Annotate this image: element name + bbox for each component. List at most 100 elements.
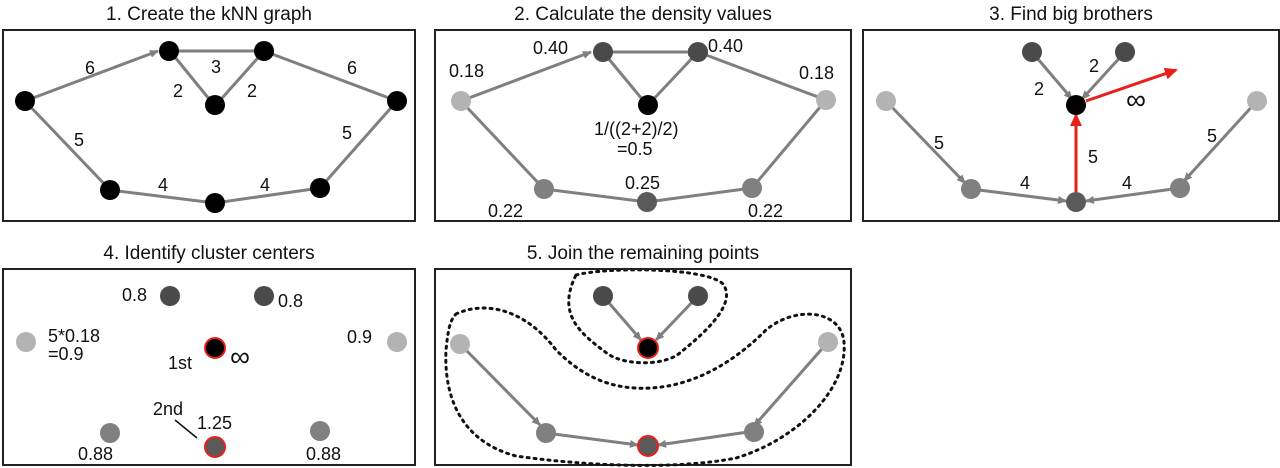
node — [254, 286, 274, 306]
panel-cluster-centers: 0.8 0.8 5*0.18 =0.9 0.9 1st ∞ 2nd 1.25 0… — [2, 268, 416, 466]
edge — [750, 91, 835, 189]
node — [688, 286, 708, 306]
node — [637, 192, 657, 212]
edge — [214, 182, 329, 206]
edge — [318, 92, 406, 189]
score-label: 0.8 — [278, 291, 303, 311]
node — [1247, 91, 1267, 111]
edge-label: 5 — [934, 133, 944, 153]
node — [876, 91, 896, 111]
edge — [884, 99, 967, 185]
edge — [16, 92, 112, 192]
edge-label: 5 — [1088, 147, 1098, 167]
node — [593, 42, 613, 62]
edge-label: 3 — [211, 57, 221, 77]
node — [451, 91, 471, 111]
cluster-centers-diagram: 0.8 0.8 5*0.18 =0.9 0.9 1st ∞ 2nd 1.25 0… — [16, 285, 407, 464]
node — [536, 423, 556, 443]
edge — [594, 43, 649, 106]
density-label: =0.5 — [617, 139, 653, 159]
node — [1022, 42, 1042, 62]
node — [387, 332, 407, 352]
edge-label: 5 — [1207, 126, 1217, 146]
density-label: 0.40 — [533, 38, 568, 58]
nodes — [450, 286, 838, 457]
panel-join-points — [434, 268, 852, 467]
node — [254, 41, 274, 61]
edge — [213, 42, 273, 107]
edges — [16, 42, 406, 206]
score-label: 1.25 — [197, 413, 232, 433]
node — [100, 423, 120, 443]
edge — [1030, 51, 1074, 100]
node — [205, 193, 225, 213]
edge-label: 2 — [247, 81, 257, 101]
node — [818, 332, 838, 352]
edge — [646, 43, 707, 107]
edge-labels: 6 3 2 2 6 5 5 4 4 — [74, 57, 357, 195]
edge-label: 2 — [1089, 56, 1099, 76]
cluster-center-2 — [204, 436, 226, 458]
score-label: =0.9 — [48, 344, 84, 364]
node — [15, 91, 35, 111]
edge-label: 6 — [347, 58, 357, 78]
node — [688, 42, 708, 62]
node — [742, 178, 762, 198]
panel-4-title: 4. Identify cluster centers — [103, 243, 315, 264]
edge-label: 4 — [260, 175, 270, 195]
edges — [884, 50, 1259, 204]
score-label: 0.8 — [122, 285, 147, 305]
edge-labels: 2 2 ∞ 5 5 5 4 4 — [934, 56, 1217, 193]
panel-2-title: 2. Calculate the density values — [514, 4, 772, 25]
node — [1066, 95, 1086, 115]
edge — [1182, 99, 1259, 183]
node — [387, 91, 407, 111]
cluster-center-1 — [204, 337, 226, 359]
density-label: 0.25 — [625, 173, 660, 193]
knn-graph-diagram: 6 3 2 2 6 5 5 4 4 — [15, 41, 407, 213]
density-label: 0.18 — [449, 61, 484, 81]
edge — [657, 430, 749, 448]
panel-5-title: 5. Join the remaining points — [526, 243, 760, 264]
infinity-label: ∞ — [230, 341, 250, 372]
edge-label: 2 — [173, 81, 183, 101]
node — [450, 334, 470, 354]
density-diagram: 0.40 0.40 0.18 0.18 1/((2+2)/2) =0.5 0.2… — [449, 36, 836, 221]
node — [816, 90, 836, 110]
node — [593, 286, 613, 306]
cluster-center-1 — [637, 337, 659, 359]
rank-label: 2nd — [153, 399, 183, 419]
density-label: 1/((2+2)/2) — [594, 119, 679, 139]
pointer-line — [174, 419, 198, 439]
density-labels: 0.40 0.40 0.18 0.18 1/((2+2)/2) =0.5 0.2… — [449, 36, 834, 221]
node — [16, 332, 36, 352]
score-label: 0.88 — [306, 444, 341, 464]
node — [1115, 42, 1135, 62]
nodes — [876, 42, 1267, 212]
edge-label: 2 — [1034, 79, 1044, 99]
edge-label: 4 — [1122, 173, 1132, 193]
edge-label: 5 — [74, 130, 84, 150]
edge — [263, 49, 406, 108]
density-label: 0.18 — [799, 63, 834, 83]
panel-big-brothers: 2 2 ∞ 5 5 5 4 4 — [862, 29, 1280, 222]
edge — [458, 342, 542, 427]
node — [310, 421, 330, 441]
node — [1066, 192, 1086, 212]
edge — [161, 42, 216, 106]
infinity-label: ∞ — [1126, 84, 1146, 115]
edge-label: 6 — [85, 58, 95, 78]
nodes — [451, 42, 836, 212]
edges — [458, 294, 830, 448]
node — [744, 422, 764, 442]
edge — [654, 294, 700, 342]
nodes — [16, 286, 407, 458]
score-label: 0.88 — [78, 444, 113, 464]
rank-label: 1st — [168, 353, 192, 373]
edge — [1085, 186, 1181, 204]
edge — [970, 187, 1067, 204]
infinity-arrow — [1085, 67, 1178, 103]
node — [961, 179, 981, 199]
edges — [452, 43, 835, 205]
cluster-outline-bottom — [444, 306, 846, 467]
